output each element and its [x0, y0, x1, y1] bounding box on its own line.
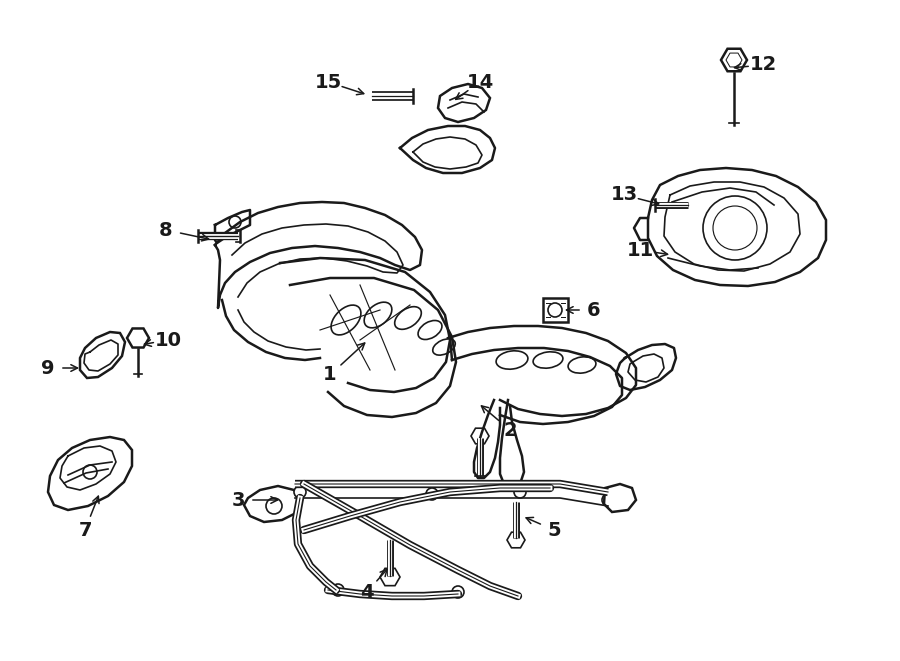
Text: 4: 4	[360, 582, 373, 602]
Polygon shape	[80, 332, 125, 378]
Circle shape	[514, 486, 526, 498]
Polygon shape	[648, 168, 826, 286]
Text: 9: 9	[41, 358, 55, 377]
Circle shape	[452, 586, 464, 598]
Text: 15: 15	[314, 73, 342, 91]
Text: 1: 1	[323, 366, 337, 385]
Circle shape	[332, 584, 344, 596]
Polygon shape	[604, 484, 636, 512]
Text: 14: 14	[466, 73, 493, 91]
Text: 3: 3	[231, 490, 245, 510]
Text: 5: 5	[547, 520, 561, 539]
Text: 11: 11	[626, 241, 653, 260]
Text: 6: 6	[587, 301, 601, 319]
Polygon shape	[244, 486, 302, 522]
Text: 8: 8	[159, 221, 173, 239]
Circle shape	[602, 494, 614, 506]
Circle shape	[426, 488, 438, 500]
Text: 10: 10	[155, 330, 182, 350]
Polygon shape	[438, 84, 490, 122]
Text: 13: 13	[610, 186, 637, 204]
Text: 12: 12	[750, 56, 777, 75]
Text: 2: 2	[503, 420, 517, 440]
Circle shape	[294, 486, 306, 498]
Text: 7: 7	[78, 520, 92, 539]
Polygon shape	[543, 298, 568, 322]
Polygon shape	[48, 437, 132, 510]
